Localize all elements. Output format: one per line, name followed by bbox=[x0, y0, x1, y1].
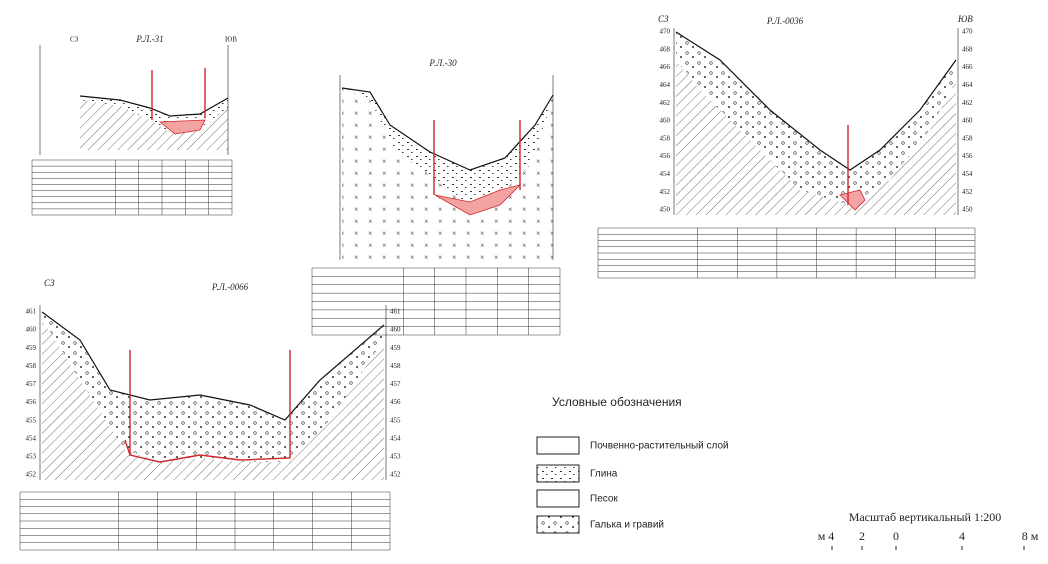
bedrock bbox=[342, 88, 553, 260]
section-title: Р.Л.-0036 bbox=[766, 16, 804, 26]
elevation-label: 458 bbox=[26, 362, 37, 370]
scale-label: 8 м bbox=[1022, 529, 1039, 543]
bedrock bbox=[42, 320, 384, 480]
data-table bbox=[31, 159, 233, 216]
bedrock bbox=[80, 100, 228, 150]
elevation-label: 466 bbox=[962, 63, 973, 71]
section-c: Р.Л.-0036 СЗ ЮВ 470 470 468 468 466 466 464 464… bbox=[597, 14, 976, 279]
scale-label: 4 bbox=[959, 529, 965, 543]
elevation-label: 459 bbox=[26, 344, 37, 352]
elevation-label: 456 bbox=[660, 152, 671, 160]
legend-swatch bbox=[536, 489, 580, 508]
ground-line bbox=[675, 31, 957, 171]
elevation-label: 454 bbox=[26, 434, 37, 442]
legend-swatch bbox=[536, 464, 580, 483]
scale: Масштаб вертикальный 1:200 м 4 2 0 4 8 м bbox=[818, 510, 1039, 550]
elevation-label: 452 bbox=[26, 471, 37, 479]
legend-swatch bbox=[536, 436, 580, 455]
scale-label: 0 bbox=[893, 529, 899, 543]
elevation-label: 460 bbox=[962, 117, 973, 125]
section-title: Р.Л.-31 bbox=[135, 34, 163, 44]
elevation-label: 456 bbox=[26, 398, 37, 406]
gravel bbox=[676, 32, 956, 205]
gravel bbox=[42, 312, 384, 462]
ground-line bbox=[41, 311, 385, 421]
elevation-label: 460 bbox=[390, 326, 401, 334]
elevation-label: 457 bbox=[390, 380, 401, 388]
scale-labels: м 4 2 0 4 8 м bbox=[818, 529, 1039, 550]
scale-label: 2 bbox=[859, 529, 865, 543]
data-table bbox=[597, 227, 976, 279]
elevation-label: 470 bbox=[962, 28, 973, 36]
elevation-ticks: 461 461 460 460 459 459 458 458 457 457 456 456 455 4… bbox=[26, 308, 402, 479]
direction-label: ЮВ bbox=[957, 14, 973, 24]
elevation-label: 450 bbox=[962, 206, 973, 214]
elevation-label: 468 bbox=[962, 45, 973, 53]
direction-label: ЮВ bbox=[225, 36, 237, 44]
elevation-label: 454 bbox=[962, 170, 973, 178]
elevation-label: 462 bbox=[660, 99, 671, 107]
direction-label: СЗ bbox=[44, 278, 55, 288]
legend: Условные обозначения Почвенно-растительн… bbox=[536, 395, 729, 534]
section-d: Р.Л.-0066 СЗ 461 461 460 460 459 459 458 458 457… bbox=[19, 278, 402, 551]
scale-label: м 4 bbox=[818, 529, 835, 543]
elevation-label: 455 bbox=[26, 416, 37, 424]
section-title: Р.Л.-30 bbox=[428, 58, 457, 68]
elevation-label: 453 bbox=[26, 452, 37, 460]
elevation-label: 466 bbox=[660, 63, 671, 71]
legend-label: Почвенно-растительный слой bbox=[590, 441, 729, 452]
legend-label: Песок bbox=[590, 494, 618, 505]
elevation-label: 452 bbox=[390, 471, 401, 479]
elevation-label: 459 bbox=[390, 344, 401, 352]
direction-label: СЗ bbox=[70, 36, 79, 44]
section-b: Р.Л.-30 bbox=[311, 58, 561, 336]
elevation-label: 457 bbox=[26, 380, 37, 388]
elevation-label: 461 bbox=[390, 308, 401, 316]
data-table bbox=[311, 267, 561, 336]
legend-label: Глина bbox=[590, 469, 618, 480]
elevation-label: 458 bbox=[962, 134, 973, 142]
legend-title: Условные обозначения bbox=[552, 395, 682, 409]
elevation-label: 456 bbox=[962, 152, 973, 160]
elevation-label: 458 bbox=[390, 362, 401, 370]
bedrock bbox=[676, 60, 956, 215]
elevation-label: 464 bbox=[660, 81, 671, 89]
section-a: Р.Л.-31 СЗ ЮВ bbox=[31, 34, 237, 216]
legend-label: Галька и гравий bbox=[590, 520, 664, 531]
elevation-label: 470 bbox=[660, 28, 671, 36]
elevation-label: 452 bbox=[660, 188, 671, 196]
elevation-ticks: 470 470 468 468 466 466 464 464 462 462 460 460 458 4… bbox=[660, 28, 974, 214]
elevation-label: 456 bbox=[390, 398, 401, 406]
elevation-label: 450 bbox=[660, 206, 671, 214]
elevation-label: 454 bbox=[390, 434, 401, 442]
elevation-label: 458 bbox=[660, 134, 671, 142]
elevation-label: 460 bbox=[26, 326, 37, 334]
section-title: Р.Л.-0066 bbox=[211, 282, 249, 292]
ground-line bbox=[341, 87, 554, 171]
elevation-label: 468 bbox=[660, 45, 671, 53]
borehole bbox=[433, 120, 521, 195]
elevation-label: 452 bbox=[962, 188, 973, 196]
legend-swatch bbox=[536, 515, 580, 534]
elevation-label: 455 bbox=[390, 416, 401, 424]
ore-zone bbox=[158, 119, 206, 135]
ore-zone bbox=[839, 189, 866, 211]
elevation-label: 454 bbox=[660, 170, 671, 178]
data-table bbox=[19, 491, 391, 551]
elevation-label: 462 bbox=[962, 99, 973, 107]
borehole bbox=[151, 68, 206, 120]
elevation-label: 460 bbox=[660, 117, 671, 125]
clay bbox=[342, 88, 553, 205]
elevation-label: 461 bbox=[26, 308, 37, 316]
elevation-label: 464 bbox=[962, 81, 973, 89]
scale-title: Масштаб вертикальный 1:200 bbox=[849, 510, 1002, 524]
direction-label: СЗ bbox=[658, 14, 669, 24]
elevation-label: 453 bbox=[390, 452, 401, 460]
